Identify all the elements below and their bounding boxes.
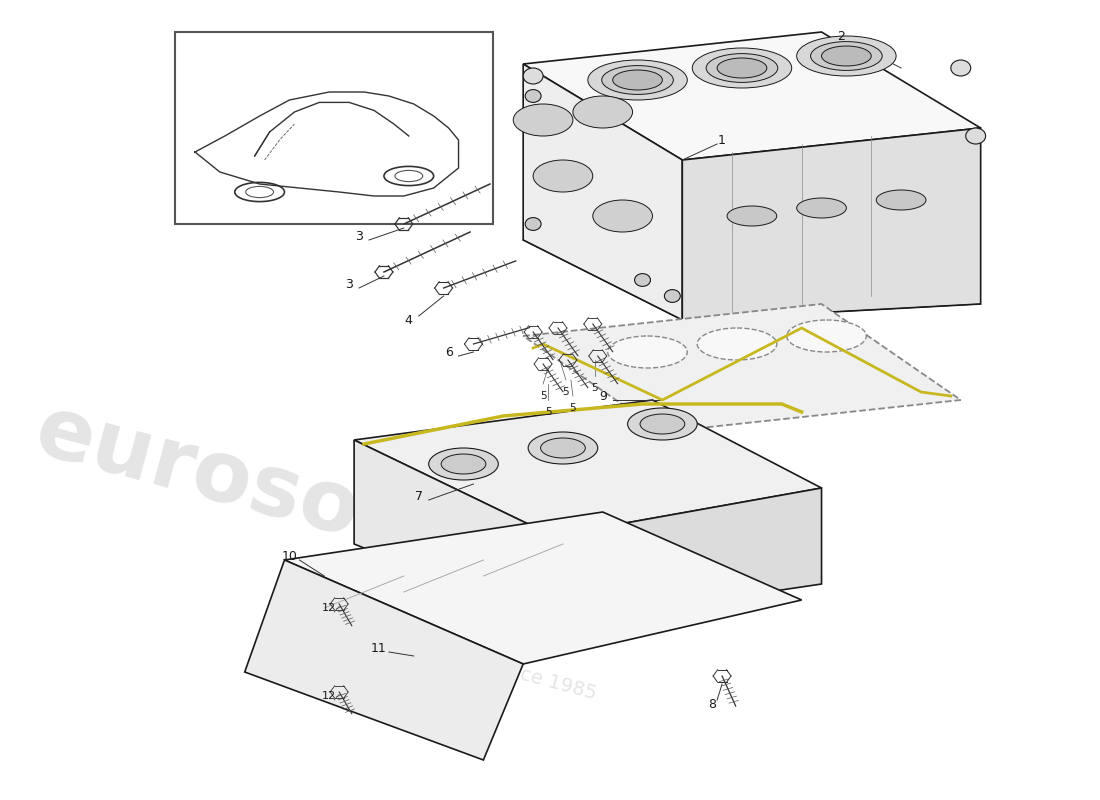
- Text: 5: 5: [540, 391, 547, 401]
- Polygon shape: [524, 32, 981, 160]
- Text: 10: 10: [282, 550, 297, 562]
- Text: 11: 11: [371, 642, 387, 654]
- Ellipse shape: [640, 414, 685, 434]
- Ellipse shape: [877, 190, 926, 210]
- Ellipse shape: [706, 54, 778, 82]
- Text: 1: 1: [718, 134, 726, 146]
- Text: a passion for parts since 1985: a passion for parts since 1985: [309, 609, 598, 703]
- Ellipse shape: [727, 206, 777, 226]
- Polygon shape: [524, 304, 960, 432]
- Ellipse shape: [628, 408, 697, 440]
- Ellipse shape: [441, 454, 486, 474]
- Text: 3: 3: [345, 278, 353, 290]
- Text: 2: 2: [837, 30, 846, 42]
- Ellipse shape: [534, 160, 593, 192]
- Ellipse shape: [602, 66, 673, 94]
- Text: 3: 3: [355, 230, 363, 242]
- Ellipse shape: [613, 70, 662, 90]
- Text: 5: 5: [562, 387, 570, 397]
- Ellipse shape: [692, 48, 792, 88]
- Ellipse shape: [796, 198, 846, 218]
- Text: eurosoires: eurosoires: [25, 390, 543, 602]
- Circle shape: [664, 290, 680, 302]
- Polygon shape: [553, 488, 822, 624]
- Bar: [175, 32, 493, 224]
- Ellipse shape: [607, 336, 688, 368]
- Polygon shape: [244, 560, 524, 760]
- Text: 12: 12: [322, 691, 337, 701]
- Ellipse shape: [786, 320, 867, 352]
- Text: 7: 7: [415, 490, 422, 502]
- Ellipse shape: [822, 46, 871, 66]
- Text: 5: 5: [544, 407, 551, 417]
- Ellipse shape: [593, 200, 652, 232]
- Circle shape: [950, 60, 970, 76]
- Ellipse shape: [528, 432, 597, 464]
- Ellipse shape: [429, 448, 498, 480]
- Ellipse shape: [717, 58, 767, 78]
- Polygon shape: [354, 440, 553, 624]
- Text: 9: 9: [598, 390, 607, 402]
- Text: 12: 12: [322, 603, 337, 613]
- Ellipse shape: [697, 328, 777, 360]
- Text: 5: 5: [592, 383, 598, 393]
- Ellipse shape: [811, 42, 882, 70]
- Text: 6: 6: [444, 346, 452, 358]
- Circle shape: [524, 68, 543, 84]
- Ellipse shape: [573, 96, 632, 128]
- Polygon shape: [354, 400, 822, 536]
- Polygon shape: [285, 512, 802, 664]
- Circle shape: [966, 128, 986, 144]
- Circle shape: [525, 90, 541, 102]
- Ellipse shape: [540, 438, 585, 458]
- Polygon shape: [682, 128, 981, 320]
- Text: 4: 4: [405, 314, 412, 326]
- Circle shape: [525, 218, 541, 230]
- Text: 8: 8: [708, 698, 716, 710]
- Ellipse shape: [587, 60, 688, 100]
- Ellipse shape: [796, 36, 896, 76]
- Polygon shape: [524, 64, 682, 320]
- Text: 5: 5: [570, 403, 576, 413]
- Circle shape: [635, 274, 650, 286]
- Ellipse shape: [514, 104, 573, 136]
